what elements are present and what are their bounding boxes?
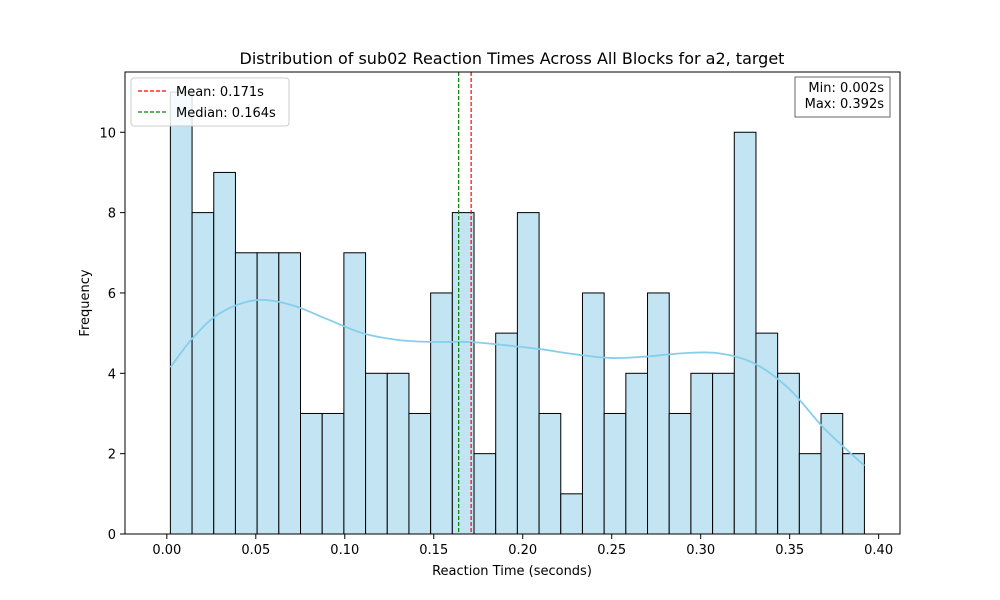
- x-axis-ticks: 0.00 0.05 0.10 0.15 0.20 0.25 0.30 0.35 0.40: [152, 534, 893, 558]
- histogram-bar: [668, 412, 692, 535]
- y-tick-label: 0: [108, 528, 116, 543]
- y-tick-label: 4: [108, 367, 116, 382]
- histogram-bar: [712, 372, 735, 535]
- x-axis-label: Reaction Time (seconds): [432, 564, 592, 579]
- histogram-bar: [733, 131, 757, 535]
- legend-box: [130, 77, 290, 127]
- legend-mean-label: Mean: 0.171s: [176, 85, 264, 100]
- x-tick-label: 0.30: [686, 543, 715, 558]
- histogram-bar: [278, 252, 302, 535]
- histogram-bar: [538, 412, 562, 535]
- y-tick-label: 6: [108, 287, 116, 302]
- histogram-bar: [169, 91, 193, 535]
- histogram-bar: [191, 212, 215, 535]
- stats-box: Min: 0.002s Max: 0.392s: [794, 76, 891, 118]
- histogram-bar: [386, 372, 410, 535]
- stats-max-label: Max: 0.392s: [805, 97, 885, 112]
- histogram-bar: [321, 412, 345, 535]
- y-tick-label: 2: [108, 448, 116, 463]
- x-tick-label: 0.05: [241, 543, 270, 558]
- histogram-bar: [343, 252, 367, 535]
- histogram-bar: [495, 332, 518, 535]
- histogram-bar: [516, 212, 540, 535]
- histogram-bar: [430, 292, 453, 535]
- x-tick-label: 0.00: [152, 543, 181, 558]
- x-tick-label: 0.35: [775, 543, 804, 558]
- histogram-bar: [300, 412, 323, 535]
- x-tick-label: 0.40: [864, 543, 893, 558]
- histogram-bar: [755, 332, 779, 535]
- histogram-bar: [560, 493, 583, 535]
- y-tick-label: 10: [99, 126, 116, 141]
- histogram-bar: [647, 292, 670, 535]
- histogram-bar: [798, 453, 822, 535]
- x-tick-label: 0.20: [508, 543, 537, 558]
- chart-title: Distribution of sub02 Reaction Times Acr…: [240, 49, 785, 68]
- histogram-bar: [365, 372, 388, 535]
- histogram-bar: [820, 412, 844, 535]
- histogram-bar: [408, 412, 432, 535]
- x-tick-label: 0.10: [330, 543, 359, 558]
- legend: Mean: 0.171s Median: 0.164s: [130, 77, 290, 127]
- kde-curve: [169, 298, 866, 467]
- histogram-bar: [842, 453, 865, 535]
- histogram-bar: [581, 292, 605, 535]
- y-axis-label: Frequency: [78, 269, 93, 336]
- x-tick-label: 0.25: [597, 543, 626, 558]
- histogram-bar: [690, 372, 714, 535]
- histogram-bar: [603, 412, 627, 535]
- histogram-bar: [234, 252, 258, 535]
- legend-median-label: Median: 0.164s: [176, 106, 276, 121]
- histogram-bar: [213, 171, 236, 535]
- plot-frame: [124, 71, 901, 535]
- histogram-bar: [777, 372, 800, 535]
- x-tick-label: 0.15: [419, 543, 448, 558]
- histogram-bar: [256, 252, 280, 535]
- y-axis-ticks: 0 2 4 6 8 10: [99, 126, 125, 543]
- stats-box-frame: [794, 76, 891, 118]
- stats-min-label: Min: 0.002s: [808, 81, 884, 96]
- histogram-bar: [473, 453, 497, 535]
- y-tick-label: 8: [108, 207, 116, 222]
- histogram-bar: [625, 372, 649, 535]
- bars-group: [169, 91, 865, 535]
- reference-lines: [458, 72, 472, 534]
